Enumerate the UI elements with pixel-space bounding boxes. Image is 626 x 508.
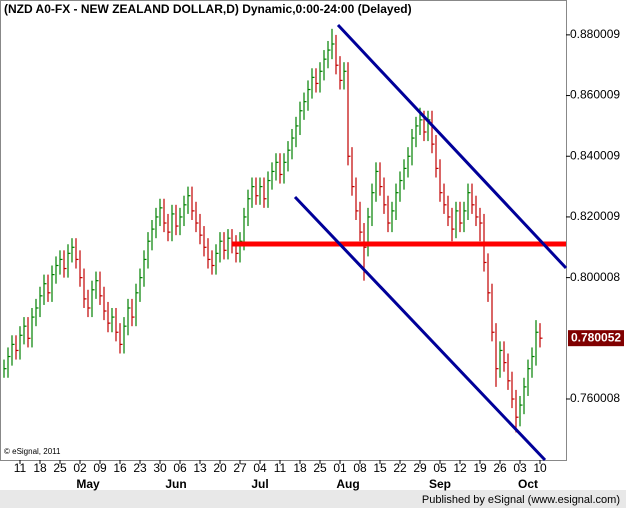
x-tick-label: 01 bbox=[333, 461, 347, 475]
x-tick-label: 16 bbox=[113, 461, 127, 475]
y-tick-label: 0.760008 bbox=[570, 391, 620, 405]
x-tick-label: 08 bbox=[353, 461, 367, 475]
month-label: Jun bbox=[165, 477, 186, 491]
x-tick-label: 10 bbox=[533, 461, 547, 475]
x-tick-label: 12 bbox=[453, 461, 467, 475]
y-tick-label: 0.860009 bbox=[570, 88, 620, 102]
copyright: © eSignal, 2011 bbox=[4, 447, 61, 456]
x-tick-label: 18 bbox=[33, 461, 47, 475]
month-label: Sep bbox=[429, 477, 451, 491]
x-tick-label: 02 bbox=[73, 461, 87, 475]
x-tick-label: 09 bbox=[93, 461, 107, 475]
footer: Published by eSignal (www.esignal.com) bbox=[422, 494, 620, 506]
x-tick-label: 23 bbox=[133, 461, 147, 475]
x-tick-label: 11 bbox=[274, 461, 287, 475]
x-tick-label: 20 bbox=[213, 461, 227, 475]
footer-bar bbox=[0, 490, 626, 508]
y-tick-label: 0.880009 bbox=[570, 27, 620, 41]
y-tick-label: 0.820009 bbox=[570, 209, 620, 223]
x-tick-label: 25 bbox=[53, 461, 67, 475]
month-label: Aug bbox=[336, 477, 359, 491]
chart-title: (NZD A0-FX - NEW ZEALAND DOLLAR,D) Dynam… bbox=[4, 2, 412, 16]
x-tick-label: 26 bbox=[493, 461, 507, 475]
last-price-label: 0.780052 bbox=[571, 330, 621, 344]
x-tick-label: 04 bbox=[253, 461, 267, 475]
lower-trendline bbox=[293, 195, 547, 462]
last-price-box bbox=[568, 330, 624, 347]
x-tick-label: 25 bbox=[313, 461, 327, 475]
x-tick-label: 11 bbox=[14, 461, 27, 475]
x-tick-label: 06 bbox=[173, 461, 187, 475]
month-label: Jul bbox=[251, 477, 268, 491]
x-tick-label: 05 bbox=[433, 461, 447, 475]
x-tick-label: 15 bbox=[373, 461, 387, 475]
month-label: Oct bbox=[518, 477, 538, 491]
y-tick-label: 0.840009 bbox=[570, 148, 620, 162]
x-tick-label: 18 bbox=[293, 461, 307, 475]
y-tick-label: 0.800008 bbox=[570, 270, 620, 284]
month-label: May bbox=[76, 477, 100, 491]
x-tick-label: 13 bbox=[193, 461, 207, 475]
x-tick-label: 03 bbox=[513, 461, 527, 475]
x-tick-label: 19 bbox=[473, 461, 487, 475]
plot-frame bbox=[0, 0, 567, 461]
x-tick-label: 29 bbox=[413, 461, 427, 475]
x-tick-label: 27 bbox=[233, 461, 247, 475]
x-tick-label: 30 bbox=[153, 461, 167, 475]
x-tick-label: 22 bbox=[393, 461, 407, 475]
upper-trendline bbox=[336, 23, 568, 270]
